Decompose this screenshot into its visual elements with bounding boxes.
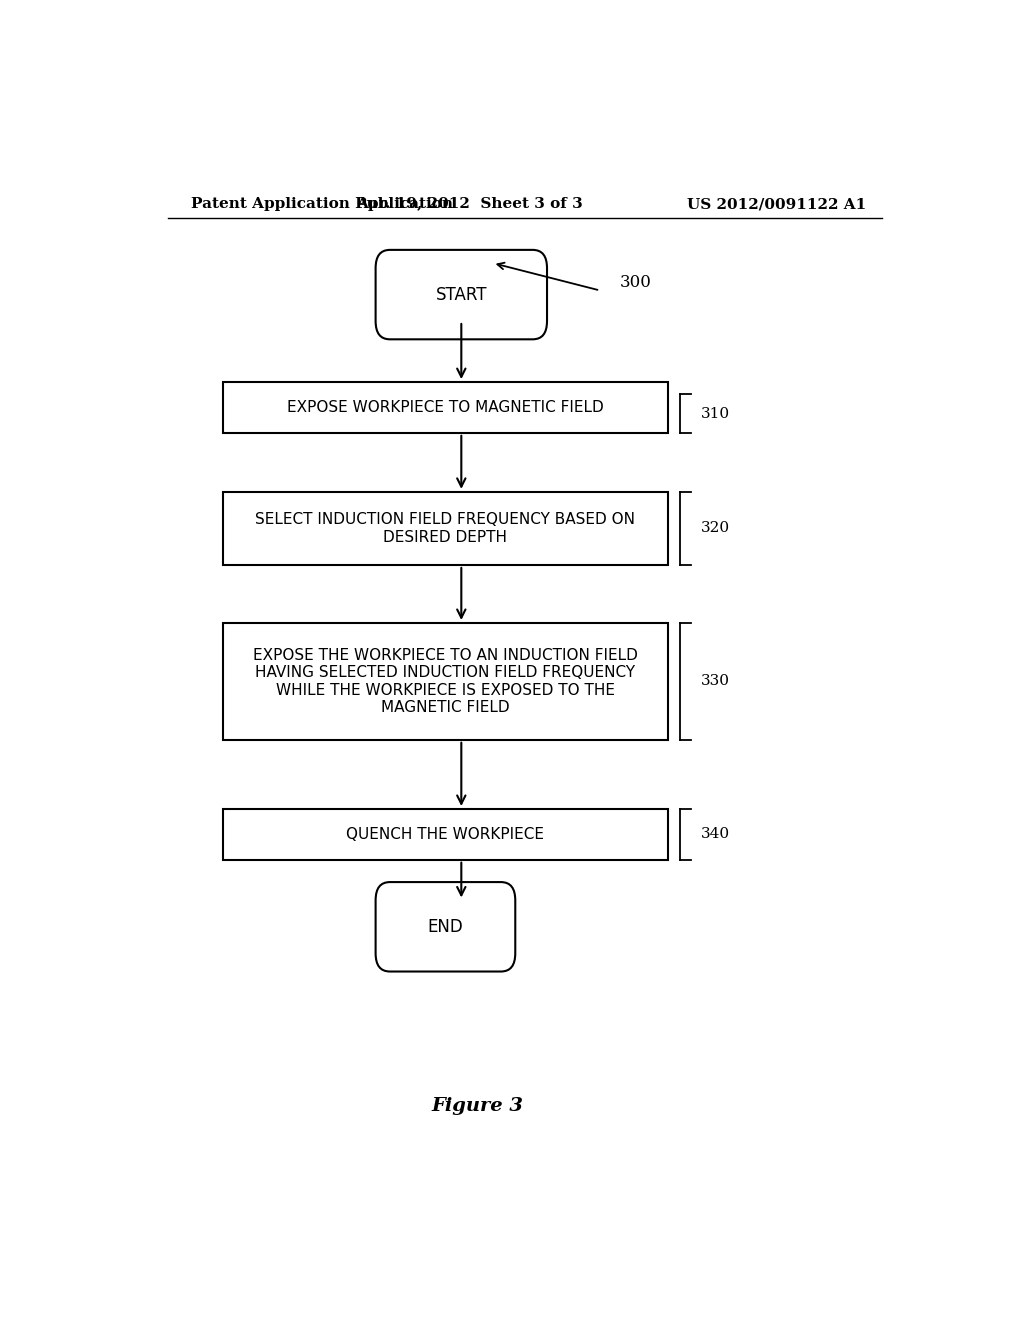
Text: Figure 3: Figure 3 [431, 1097, 523, 1114]
Bar [223, 809, 668, 859]
Bar [223, 492, 668, 565]
Text: Patent Application Publication: Patent Application Publication [191, 197, 454, 211]
Bar [223, 623, 668, 739]
Text: 310: 310 [701, 407, 730, 421]
Text: SELECT INDUCTION FIELD FREQUENCY BASED ON
DESIRED DEPTH: SELECT INDUCTION FIELD FREQUENCY BASED O… [255, 512, 636, 545]
Bar [223, 381, 668, 433]
Text: 320: 320 [701, 521, 730, 536]
Text: EXPOSE THE WORKPIECE TO AN INDUCTION FIELD
HAVING SELECTED INDUCTION FIELD FREQU: EXPOSE THE WORKPIECE TO AN INDUCTION FIE… [253, 648, 638, 715]
Text: 300: 300 [620, 275, 652, 290]
Text: END: END [428, 917, 463, 936]
Text: Apr. 19, 2012  Sheet 3 of 3: Apr. 19, 2012 Sheet 3 of 3 [356, 197, 583, 211]
Text: 340: 340 [701, 828, 730, 841]
Text: 330: 330 [701, 675, 730, 688]
Text: START: START [435, 285, 487, 304]
FancyBboxPatch shape [376, 249, 547, 339]
Text: EXPOSE WORKPIECE TO MAGNETIC FIELD: EXPOSE WORKPIECE TO MAGNETIC FIELD [287, 400, 604, 414]
FancyBboxPatch shape [376, 882, 515, 972]
Text: QUENCH THE WORKPIECE: QUENCH THE WORKPIECE [346, 826, 545, 842]
Text: US 2012/0091122 A1: US 2012/0091122 A1 [687, 197, 866, 211]
